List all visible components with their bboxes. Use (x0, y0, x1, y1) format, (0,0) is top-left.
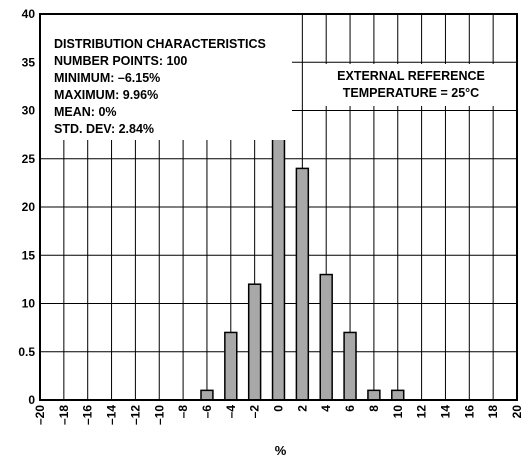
y-axis-tick-labels: 0 0.5 10 15 20 25 30 35 40 (18, 7, 35, 407)
x-tick-label: 18 (486, 405, 500, 419)
distribution-line: MEAN: 0% (54, 105, 117, 119)
y-tick-label: 15 (22, 248, 36, 262)
x-tick-label: 2 (295, 405, 309, 412)
bar (391, 389, 405, 401)
x-tick-label: 12 (415, 405, 429, 419)
x-tick-label: –18 (57, 405, 71, 425)
y-tick-label: 30 (22, 104, 36, 118)
x-axis-tick-labels: –20 –18 –16 –14 –12 –10 –8 –6 –4 –2 0 2 4 6 8 10 12 14 16 1… (33, 405, 521, 425)
x-tick-label: –16 (81, 405, 95, 425)
bar (224, 331, 238, 401)
x-tick-label: –14 (105, 405, 119, 425)
x-tick-label: –8 (176, 405, 190, 419)
distribution-line: STD. DEV: 2.84% (54, 122, 154, 136)
x-tick-label: 8 (367, 405, 381, 412)
external-reference-box: EXTERNAL REFERENCE TEMPERATURE = 25°C (312, 64, 512, 106)
plot-frame (39, 13, 518, 401)
distribution-characteristics-box: DISTRIBUTION CHARACTERISTICS NUMBER POINT… (41, 15, 292, 140)
x-tick-label: –6 (200, 405, 214, 419)
bar (319, 273, 333, 401)
distribution-line: MAXIMUM: 9.96% (54, 88, 158, 102)
bar (247, 283, 262, 401)
bar (367, 389, 381, 401)
bar (200, 389, 214, 401)
y-tick-label: 20 (22, 200, 36, 214)
x-tick-label: –10 (152, 405, 166, 425)
distribution-box-background (41, 15, 292, 140)
reference-line: EXTERNAL REFERENCE (337, 69, 485, 83)
x-tick-label: –2 (248, 405, 262, 419)
x-tick-label: 16 (462, 405, 476, 419)
y-tick-label: 10 (22, 297, 36, 311)
bar (295, 167, 310, 401)
x-tick-label: –20 (33, 405, 47, 425)
y-tick-label: 35 (22, 55, 36, 69)
x-tick-label: 14 (438, 405, 452, 419)
y-tick-label: 40 (22, 7, 36, 21)
distribution-line: NUMBER POINTS: 100 (54, 54, 187, 68)
x-tick-label: 20 (510, 405, 521, 419)
bar (343, 331, 357, 401)
y-tick-label: 25 (22, 152, 36, 166)
x-axis-label: % (275, 443, 287, 458)
x-tick-label: 10 (391, 405, 405, 419)
y-tick-label: 0 (28, 393, 35, 407)
reference-line: TEMPERATURE = 25°C (343, 86, 479, 100)
reference-box-background (312, 64, 512, 106)
x-tick-label: –4 (224, 405, 238, 419)
x-tick-label: 6 (343, 405, 357, 412)
distribution-line: DISTRIBUTION CHARACTERISTICS (54, 37, 266, 51)
distribution-line: MINIMUM: –6.15% (54, 71, 160, 85)
x-tick-label: 0 (272, 405, 286, 412)
x-tick-label: 4 (319, 405, 333, 412)
y-tick-label: 0.5 (18, 345, 35, 359)
x-tick-label: –12 (128, 405, 142, 425)
